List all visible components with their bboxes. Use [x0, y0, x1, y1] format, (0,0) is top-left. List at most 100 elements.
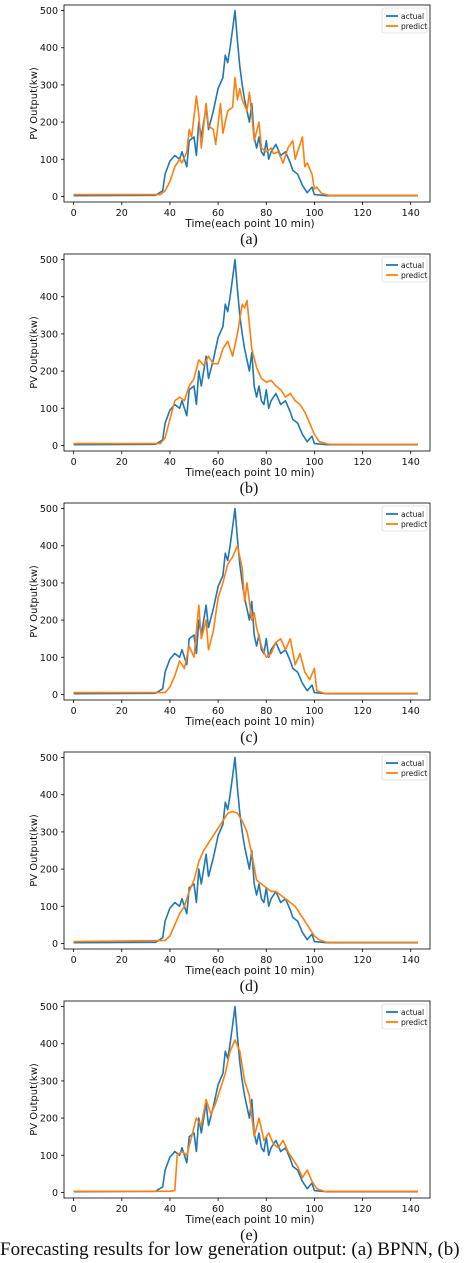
- x-tick-label: 40: [164, 955, 176, 966]
- series-line-predict: [73, 1039, 418, 1193]
- y-tick-label: 500: [40, 255, 58, 266]
- subfigure-label: (e): [240, 1227, 258, 1244]
- subfigure-label: (a): [240, 231, 258, 248]
- x-tick-label: 140: [402, 1204, 420, 1215]
- y-axis-label: PV Output(kw): [29, 67, 40, 140]
- subfigure-label: (b): [240, 480, 259, 497]
- x-tick-label: 60: [212, 208, 224, 219]
- legend-label-actual: actual: [401, 510, 424, 519]
- y-tick-label: 500: [40, 1002, 58, 1013]
- y-tick-label: 100: [40, 902, 58, 913]
- x-tick-label: 0: [71, 1204, 77, 1215]
- y-tick-label: 400: [40, 541, 58, 552]
- legend-label-actual: actual: [401, 12, 424, 21]
- x-tick-label: 140: [402, 457, 420, 468]
- x-tick-label: 60: [212, 1204, 224, 1215]
- x-axis-label: Time(each point 10 min): [184, 218, 314, 230]
- x-tick-label: 0: [71, 457, 77, 468]
- legend-label-predict: predict: [401, 22, 427, 31]
- plot-frame: [63, 502, 431, 701]
- x-tick-label: 100: [305, 955, 323, 966]
- x-tick-label: 20: [116, 1204, 128, 1215]
- series-line-predict: [73, 544, 418, 695]
- figure-caption: Forecasting results for low generation o…: [0, 1239, 460, 1260]
- y-tick-label: 400: [40, 1039, 58, 1050]
- legend-label-actual: actual: [401, 759, 424, 768]
- legend-label-actual: actual: [401, 1008, 424, 1017]
- y-tick-label: 0: [52, 690, 58, 701]
- series-line-actual: [73, 756, 418, 944]
- series-line-predict: [73, 299, 418, 446]
- x-tick-label: 60: [212, 955, 224, 966]
- y-axis-label: PV Output(kw): [29, 316, 40, 389]
- plot-frame: [63, 253, 431, 452]
- x-tick-label: 20: [116, 208, 128, 219]
- y-tick-label: 100: [40, 1151, 58, 1162]
- x-tick-label: 140: [402, 706, 420, 717]
- x-tick-label: 20: [116, 706, 128, 717]
- y-tick-label: 300: [40, 578, 58, 589]
- y-tick-label: 100: [40, 653, 58, 664]
- y-tick-label: 200: [40, 616, 58, 627]
- x-axis-label: Time(each point 10 min): [184, 965, 314, 977]
- y-axis-label: PV Output(kw): [29, 565, 40, 638]
- x-tick-label: 120: [354, 1204, 372, 1215]
- legend-label-predict: predict: [401, 271, 427, 280]
- y-tick-label: 400: [40, 292, 58, 303]
- y-axis-label: PV Output(kw): [29, 814, 40, 887]
- x-tick-label: 40: [164, 457, 176, 468]
- chart-panel-d: 0 20 40 60 80 100 120 140 0 100 200 300 400 500 Time(e…: [29, 751, 431, 995]
- x-axis-label: Time(each point 10 min): [184, 1214, 314, 1226]
- x-tick-label: 60: [212, 706, 224, 717]
- legend-label-predict: predict: [401, 520, 427, 529]
- plot-frame: [63, 751, 431, 950]
- series-line-predict: [73, 76, 418, 197]
- y-tick-label: 400: [40, 790, 58, 801]
- plot-frame: [63, 1000, 431, 1199]
- x-tick-label: 80: [260, 706, 272, 717]
- chart-panel-b: 0 20 40 60 80 100 120 140 0 100 200 300 400 500 Time(e…: [29, 253, 431, 497]
- x-tick-label: 40: [164, 706, 176, 717]
- x-tick-label: 100: [305, 1204, 323, 1215]
- y-tick-label: 300: [40, 329, 58, 340]
- y-axis-label: PV Output(kw): [29, 1063, 40, 1136]
- y-tick-label: 200: [40, 118, 58, 129]
- y-tick-label: 200: [40, 367, 58, 378]
- y-tick-label: 200: [40, 1114, 58, 1125]
- y-tick-label: 500: [40, 753, 58, 764]
- x-tick-label: 120: [354, 208, 372, 219]
- y-tick-label: 300: [40, 827, 58, 838]
- y-tick-label: 500: [40, 6, 58, 17]
- chart-panel-c: 0 20 40 60 80 100 120 140 0 100 200 300 400 500 Time(e…: [29, 502, 431, 746]
- x-tick-label: 20: [116, 955, 128, 966]
- x-tick-label: 120: [354, 706, 372, 717]
- y-tick-label: 100: [40, 404, 58, 415]
- y-tick-label: 300: [40, 1076, 58, 1087]
- x-tick-label: 40: [164, 1204, 176, 1215]
- x-tick-label: 80: [260, 1204, 272, 1215]
- series-line-actual: [73, 9, 418, 197]
- y-tick-label: 400: [40, 43, 58, 54]
- x-tick-label: 100: [305, 457, 323, 468]
- plot-frame: [63, 4, 431, 203]
- x-tick-label: 100: [305, 706, 323, 717]
- subfigure-label: (c): [240, 729, 258, 746]
- y-tick-label: 500: [40, 504, 58, 515]
- legend-label-predict: predict: [401, 769, 427, 778]
- chart-panel-e: 0 20 40 60 80 100 120 140 0 100 200 300 400 500 Time(e…: [29, 1000, 431, 1244]
- x-tick-label: 100: [305, 208, 323, 219]
- x-tick-label: 0: [71, 955, 77, 966]
- x-tick-label: 140: [402, 955, 420, 966]
- y-tick-label: 0: [52, 1188, 58, 1199]
- x-tick-label: 0: [71, 208, 77, 219]
- x-tick-label: 20: [116, 457, 128, 468]
- y-tick-label: 300: [40, 80, 58, 91]
- series-line-predict: [73, 810, 418, 944]
- y-tick-label: 0: [52, 192, 58, 203]
- x-tick-label: 140: [402, 208, 420, 219]
